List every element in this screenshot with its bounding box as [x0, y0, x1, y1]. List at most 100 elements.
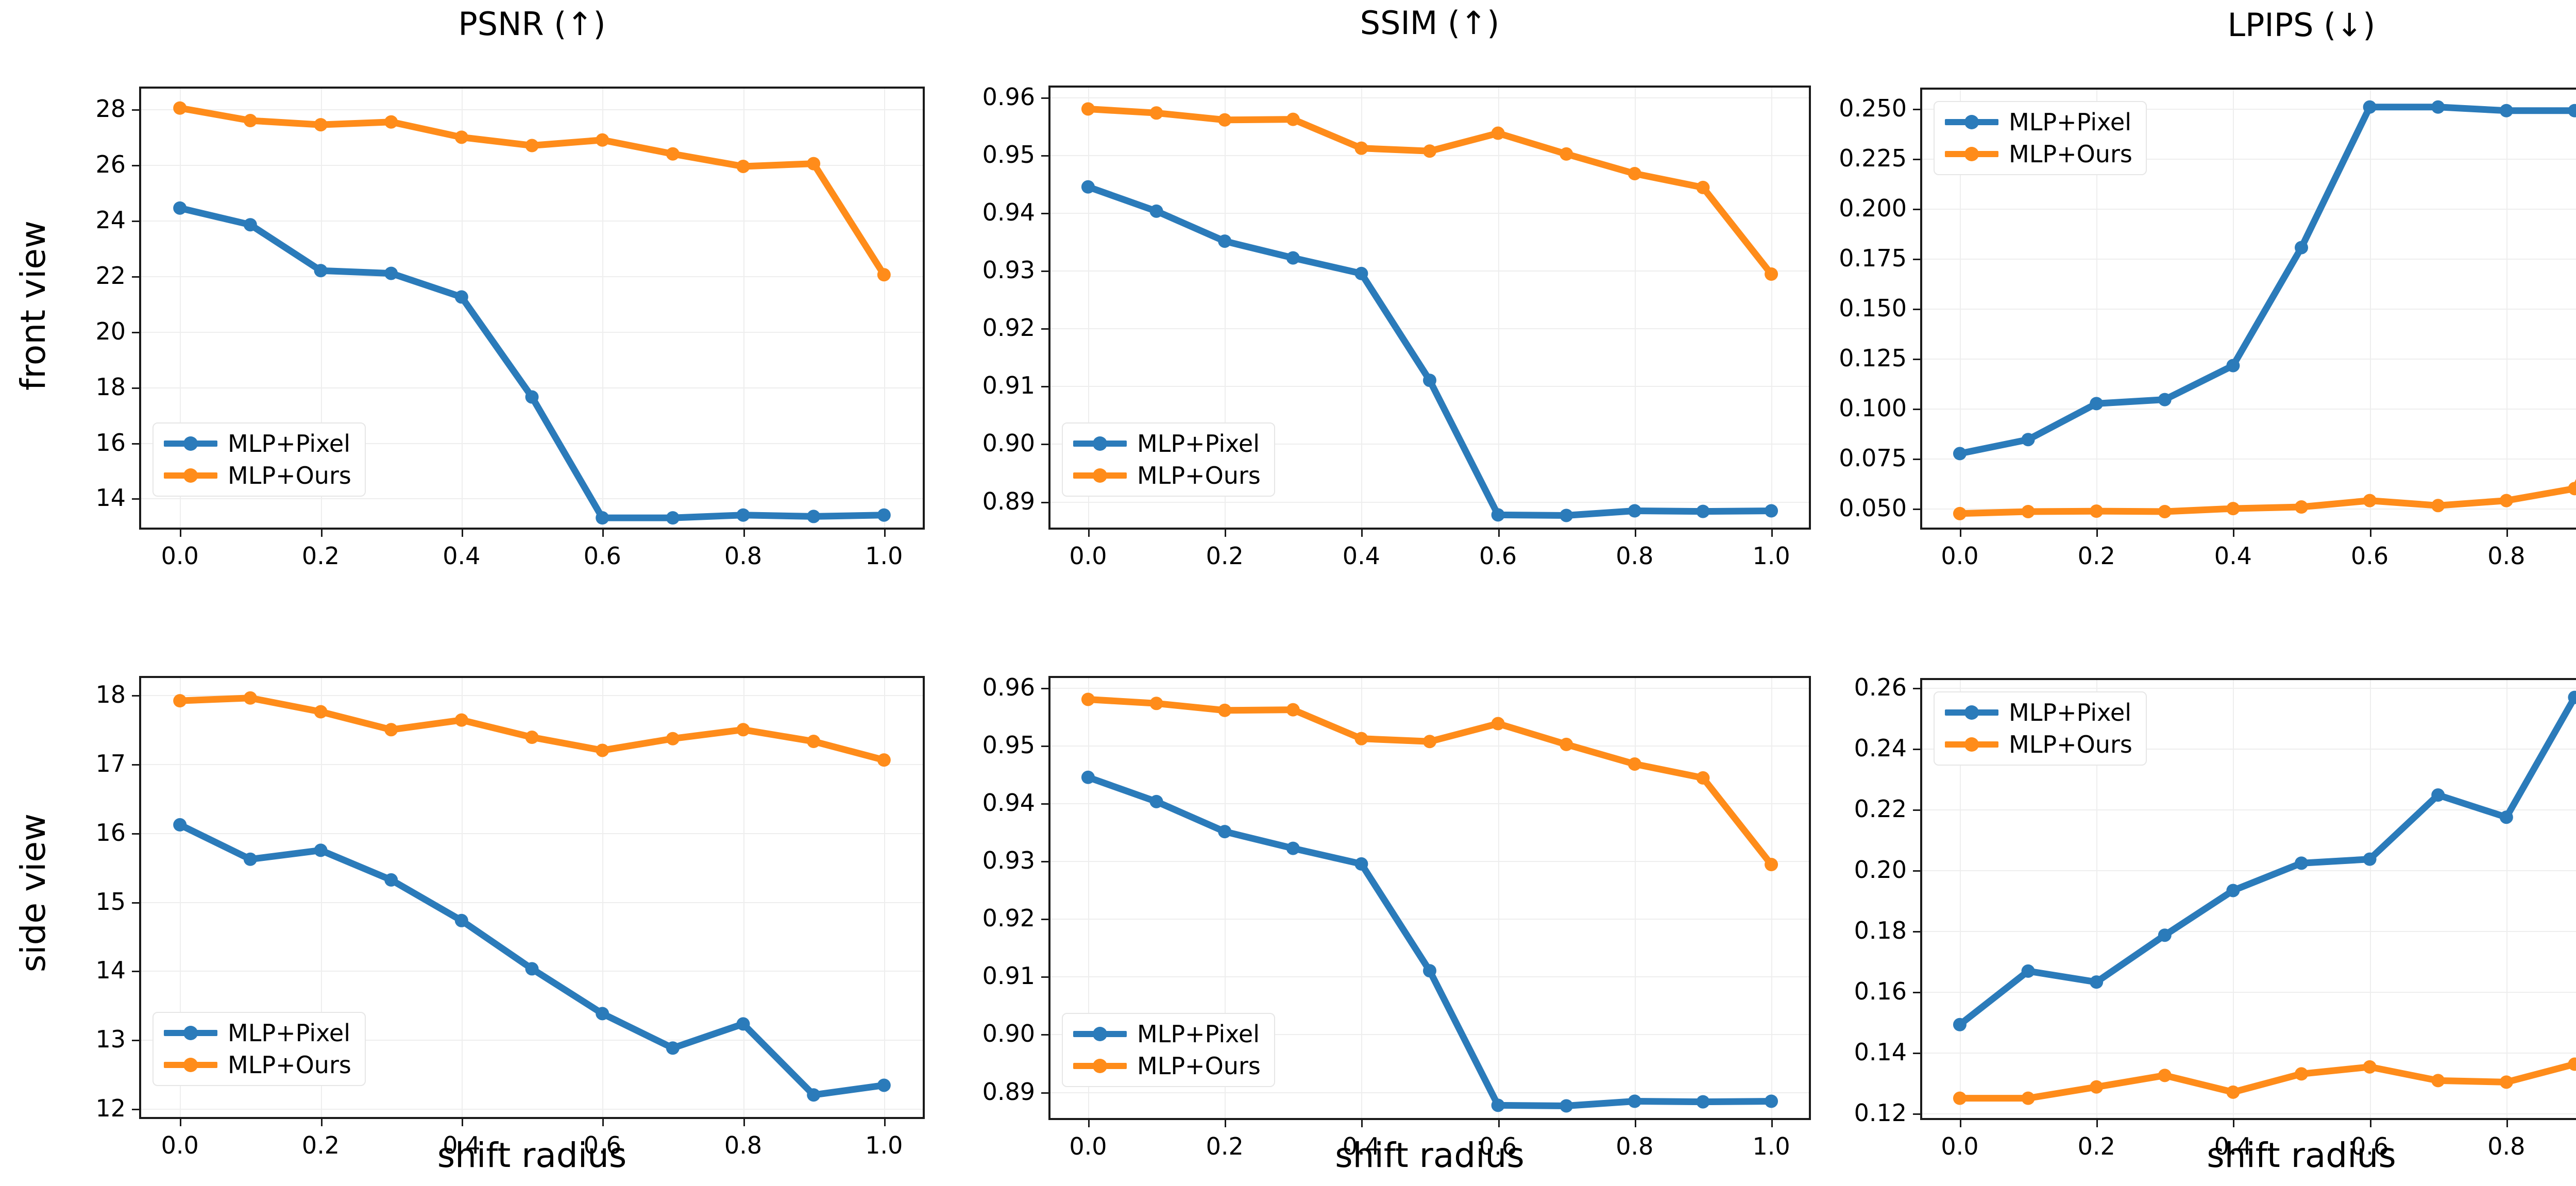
x-tick-mark: [1634, 1120, 1636, 1127]
series-layer: [1953, 690, 2576, 1105]
gridline-horizontal: [141, 443, 923, 444]
x-tick-mark: [2369, 530, 2371, 537]
y-tick-label: 0.89: [982, 1077, 1035, 1106]
data-point-marker: [807, 1088, 821, 1102]
gridline-vertical: [743, 89, 744, 528]
legend-item[interactable]: MLP+Pixel: [1073, 1022, 1261, 1046]
legend-label: MLP+Ours: [2009, 731, 2132, 758]
x-tick-label: 0.2: [2077, 1132, 2115, 1160]
gridline-horizontal: [141, 764, 923, 766]
y-tick-mark: [132, 1108, 139, 1110]
data-point-marker: [596, 743, 609, 757]
x-tick-mark: [1771, 1120, 1773, 1127]
y-tick-label: 0.200: [1839, 194, 1907, 222]
y-tick-label: 13: [95, 1025, 126, 1054]
series-line-mlp-ours: [1084, 105, 1775, 278]
data-point-marker: [173, 694, 187, 708]
y-tick-label: 18: [95, 681, 126, 709]
data-point-marker: [243, 218, 257, 232]
y-tick-mark: [1041, 1092, 1048, 1094]
legend-item[interactable]: MLP+Ours: [1073, 464, 1261, 487]
x-tick-label: 0.2: [301, 542, 340, 570]
gridline-vertical: [180, 89, 181, 528]
gridline-vertical: [2096, 90, 2098, 528]
data-point-marker: [2568, 482, 2576, 496]
chart-legend[interactable]: MLP+Pixel MLP+Ours: [1934, 101, 2147, 175]
data-point-marker: [1286, 251, 1300, 265]
data-point-marker: [2021, 433, 2035, 447]
data-point-marker: [384, 266, 398, 280]
data-point-marker: [1354, 141, 1368, 155]
x-tick-mark: [2096, 1120, 2098, 1127]
legend-item[interactable]: MLP+Pixel: [164, 1021, 351, 1045]
y-tick-mark: [132, 276, 139, 278]
legend-label: MLP+Pixel: [228, 1019, 350, 1047]
legend-item[interactable]: MLP+Pixel: [1073, 432, 1261, 455]
y-tick-label: 0.125: [1839, 344, 1907, 372]
data-point-marker: [666, 511, 680, 525]
series-layer: [1081, 692, 1778, 1113]
gridline-horizontal: [1922, 309, 2576, 310]
data-point-marker: [2431, 499, 2445, 513]
gridline-vertical: [602, 678, 604, 1117]
gridline-horizontal: [1922, 809, 2576, 810]
data-point-marker: [2499, 1075, 2513, 1089]
y-tick-label: 0.96: [982, 673, 1035, 702]
legend-item[interactable]: MLP+Pixel: [164, 432, 351, 455]
x-tick-label: 0.2: [2077, 542, 2115, 570]
data-point-marker: [1286, 841, 1300, 855]
legend-item[interactable]: MLP+Ours: [164, 464, 351, 487]
x-tick-label: 0.2: [1206, 542, 1244, 570]
legend-item[interactable]: MLP+Pixel: [1945, 110, 2132, 134]
y-tick-mark: [1041, 746, 1048, 748]
gridline-horizontal: [1922, 158, 2576, 160]
gridline-horizontal: [141, 331, 923, 333]
data-point-marker: [736, 159, 750, 173]
data-point-marker: [384, 115, 398, 129]
gridline-horizontal: [1922, 208, 2576, 210]
chart-legend[interactable]: MLP+Pixel MLP+Ours: [1934, 691, 2147, 766]
data-point-marker: [243, 852, 257, 866]
y-tick-label: 20: [95, 317, 126, 345]
x-tick-label: 0.6: [583, 1131, 621, 1159]
y-tick-label: 0.150: [1839, 294, 1907, 322]
y-tick-mark: [1913, 1113, 1920, 1115]
legend-item[interactable]: MLP+Ours: [1945, 733, 2132, 756]
data-point-marker: [525, 731, 539, 744]
data-point-marker: [1953, 1018, 1967, 1031]
legend-item[interactable]: MLP+Ours: [1945, 142, 2132, 166]
y-tick-mark: [1913, 748, 1920, 750]
x-tick-mark: [461, 530, 463, 537]
legend-item[interactable]: MLP+Ours: [164, 1053, 351, 1077]
series-layer: [173, 101, 891, 525]
chart-title: LPIPS (↓): [2227, 6, 2376, 44]
gridline-horizontal: [141, 387, 923, 388]
x-tick-mark: [602, 1119, 604, 1126]
x-tick-label: 0.0: [1069, 542, 1107, 570]
x-tick-mark: [1959, 1120, 1961, 1127]
chart-legend[interactable]: MLP+Pixel MLP+Ours: [152, 1012, 366, 1086]
data-point-marker: [314, 843, 328, 857]
chart-legend[interactable]: MLP+Pixel MLP+Ours: [1062, 1013, 1275, 1087]
plot-surface: [1922, 90, 2576, 528]
legend-item[interactable]: MLP+Ours: [1073, 1054, 1261, 1078]
x-tick-mark: [2369, 1120, 2371, 1127]
series-line-mlp-ours: [1956, 479, 2576, 517]
y-tick-mark: [132, 764, 139, 766]
data-point-marker: [243, 691, 257, 705]
legend-label: MLP+Pixel: [2009, 108, 2131, 136]
data-point-marker: [1765, 858, 1778, 871]
legend-item[interactable]: MLP+Pixel: [1945, 701, 2132, 724]
gridline-vertical: [2369, 90, 2371, 528]
data-point-marker: [1953, 447, 1967, 461]
y-tick-label: 0.93: [982, 846, 1035, 875]
x-tick-mark: [1634, 530, 1636, 537]
data-point-marker: [1218, 234, 1232, 248]
chart-legend[interactable]: MLP+Pixel MLP+Ours: [152, 422, 366, 497]
x-tick-mark: [180, 530, 182, 537]
legend-label: MLP+Ours: [228, 462, 351, 489]
legend-line-marker-icon: [164, 468, 217, 483]
chart-legend[interactable]: MLP+Pixel MLP+Ours: [1062, 422, 1275, 497]
plot-surface: [1050, 678, 1809, 1118]
